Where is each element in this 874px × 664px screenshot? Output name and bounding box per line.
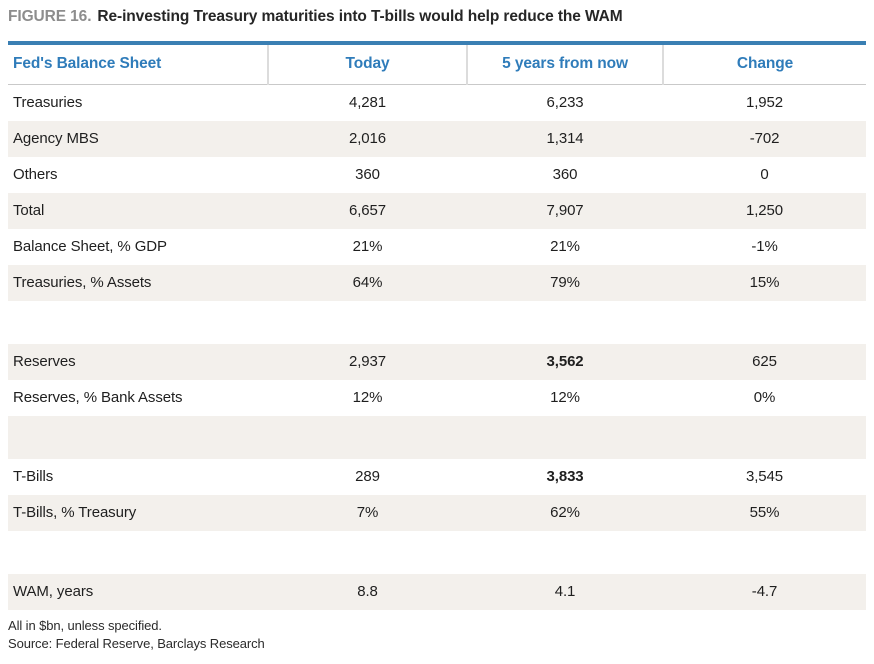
change-value-cell: 0% <box>753 389 776 406</box>
spacer-row <box>8 531 866 574</box>
change-value-cell: 55% <box>749 504 780 521</box>
footnotes: All in $bn, unless specified. Source: Fe… <box>8 617 866 653</box>
table-row: Reserves 2,937 3,562 625 <box>8 344 866 380</box>
table-row: Agency MBS 2,016 1,314 -702 <box>8 121 866 157</box>
today-value-cell: 64% <box>352 274 383 291</box>
today-value-cell: 289 <box>355 468 380 485</box>
today-value-cell: 2,937 <box>348 353 387 370</box>
row-label-cell: Agency MBS <box>13 130 99 147</box>
today-value-cell: 7% <box>356 504 379 521</box>
change-value-cell: 1,952 <box>746 94 784 111</box>
row-label-cell: T-Bills, % Treasury <box>13 504 137 521</box>
row-label-cell: Total <box>13 202 45 219</box>
change-value-cell: 3,545 <box>746 468 784 485</box>
row-label-cell: Balance Sheet, % GDP <box>13 238 167 255</box>
today-value-cell: 8.8 <box>357 583 378 600</box>
change-value-cell: 15% <box>749 274 780 291</box>
row-label-cell: Reserves, % Bank Assets <box>13 389 183 406</box>
header-row: Fed's Balance Sheet Today 5 years from n… <box>8 41 866 85</box>
future-value-cell: 79% <box>550 274 580 291</box>
figure-label: FIGURE 16. <box>8 8 92 25</box>
future-value-cell: 4.1 <box>554 583 576 600</box>
table-row: Others 360 360 0 <box>8 157 866 193</box>
row-label-cell: Treasuries <box>13 94 83 111</box>
row-label-cell: WAM, years <box>13 583 94 600</box>
table-row: WAM, years 8.8 4.1 -4.7 <box>8 574 866 610</box>
spacer-row <box>8 301 866 344</box>
future-value-cell: 3,833 <box>546 468 584 485</box>
spacer-cell <box>8 416 866 459</box>
today-value-cell: 4,281 <box>348 94 387 111</box>
spacer-cell <box>8 301 866 344</box>
spacer-row <box>8 416 866 459</box>
future-value-cell: 12% <box>550 389 580 406</box>
table-row: T-Bills, % Treasury 7% 62% 55% <box>8 495 866 531</box>
today-value-cell: 12% <box>352 389 383 406</box>
future-value-cell: 360 <box>552 166 578 183</box>
footnote-units: All in $bn, unless specified. <box>8 618 162 633</box>
row-label-cell: Others <box>13 166 58 183</box>
table-row: Total 6,657 7,907 1,250 <box>8 193 866 229</box>
table-row: Treasuries, % Assets 64% 79% 15% <box>8 265 866 301</box>
header-5-years-from-now: 5 years from now <box>466 41 664 85</box>
table-row: Treasuries 4,281 6,233 1,952 <box>8 85 866 122</box>
future-value-cell: 21% <box>550 238 580 255</box>
change-value-cell: 0 <box>760 166 769 183</box>
future-value-cell: 62% <box>550 504 580 521</box>
change-value-cell: -702 <box>749 130 780 147</box>
change-value-cell: -1% <box>751 238 778 255</box>
header-change: Change <box>662 41 866 85</box>
change-value-cell: 1,250 <box>746 202 784 219</box>
future-value-cell: 1,314 <box>546 130 584 147</box>
row-label-cell: Treasuries, % Assets <box>13 274 152 291</box>
footnote-source: Source: Federal Reserve, Barclays Resear… <box>8 636 265 651</box>
row-label-cell: Reserves <box>13 353 76 370</box>
today-value-cell: 360 <box>355 166 380 183</box>
table-body: Treasuries 4,281 6,233 1,952 Agency MBS 2,016… <box>8 85 866 610</box>
header-today: Today <box>266 41 468 85</box>
figure-title: FIGURE 16. Re-investing Treasury maturiti… <box>8 6 866 28</box>
today-value-cell: 6,657 <box>348 202 387 219</box>
table-row: Reserves, % Bank Assets 12% 12% 0% <box>8 380 866 416</box>
today-value-cell: 21% <box>352 238 383 255</box>
change-value-cell: -4.7 <box>751 583 778 600</box>
figure-heading: Re-investing Treasury maturities into T-… <box>97 8 623 25</box>
future-value-cell: 6,233 <box>546 94 584 111</box>
table-row: Balance Sheet, % GDP 21% 21% -1% <box>8 229 866 265</box>
table-header: Fed's Balance Sheet Today 5 years from n… <box>8 41 866 85</box>
row-label-cell: T-Bills <box>13 468 54 485</box>
future-value-cell: 3,562 <box>546 353 584 370</box>
future-value-cell: 7,907 <box>546 202 584 219</box>
balance-sheet-table: Fed's Balance Sheet Today 5 years from n… <box>8 41 866 610</box>
spacer-cell <box>8 531 866 574</box>
today-value-cell: 2,016 <box>348 130 387 147</box>
change-value-cell: 625 <box>752 353 777 370</box>
header-feds-balance-sheet: Fed's Balance Sheet <box>8 41 268 85</box>
table-row: T-Bills 289 3,833 3,545 <box>8 459 866 495</box>
